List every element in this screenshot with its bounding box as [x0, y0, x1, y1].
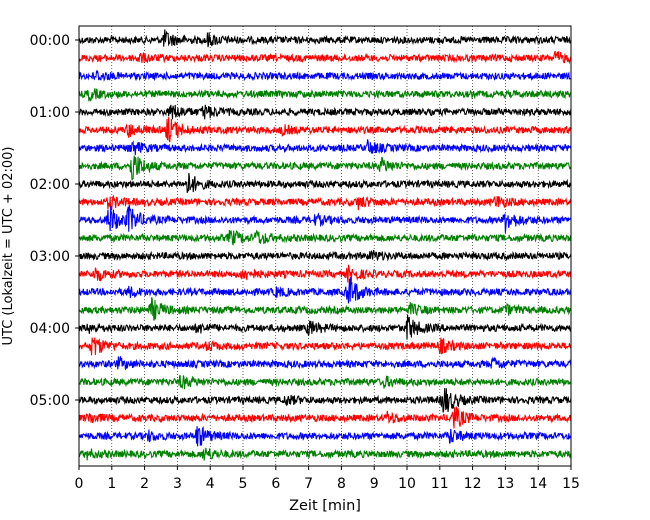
seismic-trace	[78, 88, 572, 102]
x-tick-label: 4	[206, 476, 215, 492]
y-tick-label: 01:00	[30, 105, 70, 121]
seismic-trace	[78, 172, 572, 193]
x-tick-label: 2	[140, 476, 149, 492]
y-axis-label: UTC (Lokalzeit = UTC + 02:00)	[1, 147, 16, 346]
seismic-trace	[78, 69, 572, 82]
seismic-trace	[78, 297, 572, 321]
x-tick-label: 13	[496, 476, 514, 492]
x-axis-label: Zeit [min]	[289, 498, 361, 514]
seismic-trace	[78, 264, 572, 283]
x-tick-label: 1	[107, 476, 116, 492]
x-tick-label: 9	[370, 476, 379, 492]
x-tick-label: 10	[398, 476, 416, 492]
seismic-trace	[78, 29, 572, 48]
x-tick-label: 14	[529, 476, 547, 492]
seismic-trace	[78, 50, 572, 65]
seismic-trace	[78, 314, 572, 340]
seismic-trace	[78, 194, 572, 211]
y-tick-label: 03:00	[30, 249, 70, 265]
x-tick-label: 15	[562, 476, 580, 492]
seismic-trace	[78, 388, 572, 413]
seismic-trace	[78, 406, 572, 429]
vertical-grid	[111, 26, 539, 466]
y-tick-label: 00:00	[30, 33, 70, 49]
seismic-trace	[78, 104, 572, 120]
seismic-trace	[78, 277, 572, 304]
y-tick-label: 04:00	[30, 321, 70, 337]
x-tick-label: 5	[239, 476, 248, 492]
y-axis: 00:00 01:00 02:00 03:00 04:00 05:00	[30, 33, 79, 409]
x-tick-label: 0	[75, 476, 84, 492]
x-tick-label: 12	[464, 476, 482, 492]
y-tick-label: 02:00	[30, 177, 70, 193]
trace-area	[78, 29, 572, 461]
seismic-trace	[78, 447, 572, 461]
x-axis: 0 1 2 3 4 5 6 7 8 9 10 11 12 13 14 15	[75, 466, 580, 492]
seismic-trace	[78, 337, 572, 356]
seismic-trace	[78, 249, 572, 262]
x-tick-label: 3	[173, 476, 182, 492]
seismic-trace	[78, 204, 572, 233]
x-tick-label: 8	[337, 476, 346, 492]
x-tick-label: 11	[431, 476, 449, 492]
x-tick-label: 7	[304, 476, 313, 492]
seismic-trace	[78, 374, 572, 390]
seismic-trace	[78, 425, 572, 447]
seismic-trace	[78, 117, 572, 143]
x-tick-label: 6	[271, 476, 280, 492]
seismic-trace	[78, 229, 572, 246]
seismic-trace	[78, 155, 572, 181]
seismic-trace	[78, 139, 572, 156]
y-tick-label: 05:00	[30, 393, 70, 409]
plot-frame	[78, 25, 572, 467]
seismic-trace	[78, 355, 572, 371]
